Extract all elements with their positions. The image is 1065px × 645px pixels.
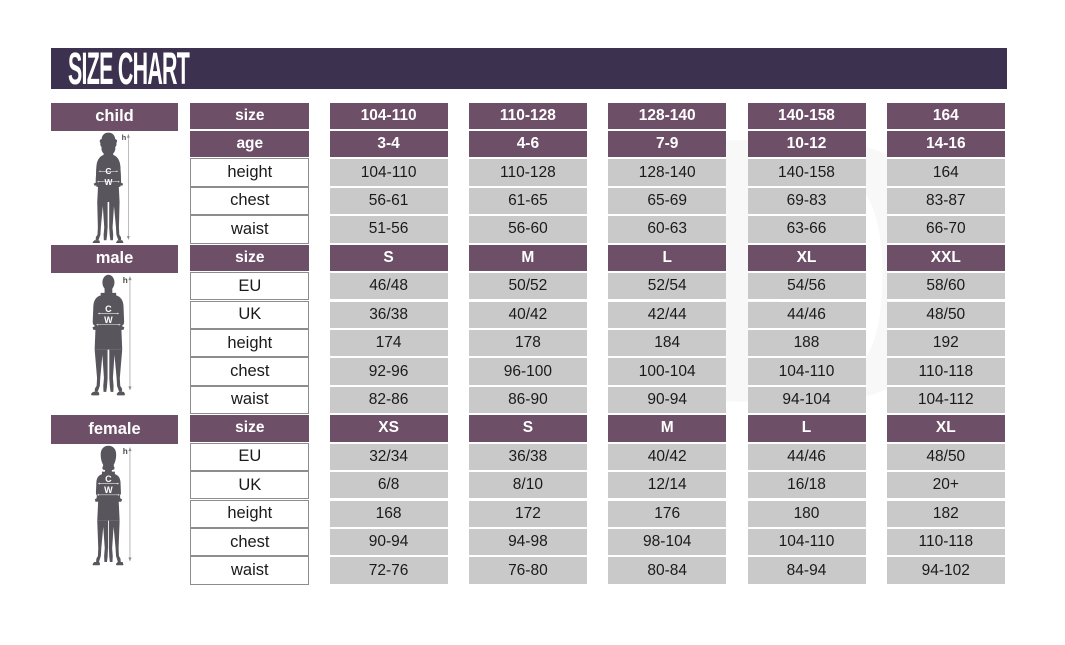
svg-text:C: C bbox=[105, 474, 112, 484]
svg-text:C: C bbox=[105, 166, 111, 176]
svg-text:h: h bbox=[121, 133, 126, 142]
svg-text:h: h bbox=[122, 276, 127, 285]
svg-text:W: W bbox=[104, 485, 113, 495]
svg-text:h: h bbox=[122, 447, 127, 456]
svg-text:C: C bbox=[105, 304, 112, 314]
svg-text:W: W bbox=[104, 177, 112, 187]
svg-text:W: W bbox=[104, 315, 113, 325]
